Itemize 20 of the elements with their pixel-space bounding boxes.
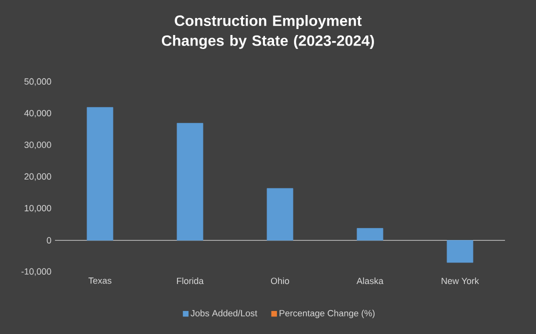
legend-label: Jobs Added/Lost — [190, 310, 258, 316]
y-tick-label: 20,000 — [24, 173, 52, 181]
bar — [176, 122, 204, 241]
x-tick-label: Florida — [177, 278, 204, 284]
x-tick-label: New York — [442, 278, 480, 284]
y-tick-label: 50,000 — [24, 78, 52, 86]
x-tick-label: Texas — [88, 278, 112, 284]
bar — [356, 228, 384, 241]
y-tick-label: 30,000 — [24, 142, 52, 150]
x-tick-label: Alaska — [356, 278, 384, 284]
y-tick-label: -10,000 — [21, 268, 52, 276]
bar — [86, 107, 114, 241]
bar — [266, 188, 294, 241]
y-tick-label: 10,000 — [24, 204, 52, 212]
bar — [446, 240, 474, 263]
y-tick-label: 0 — [46, 237, 52, 244]
y-tick-label: 40,000 — [24, 110, 52, 118]
x-tick-label: Ohio — [270, 278, 290, 284]
legend-label: Percentage Change (%) — [280, 310, 375, 318]
chart-title: Construction Employment Changes by State (2023-2024) — [162, 15, 374, 49]
